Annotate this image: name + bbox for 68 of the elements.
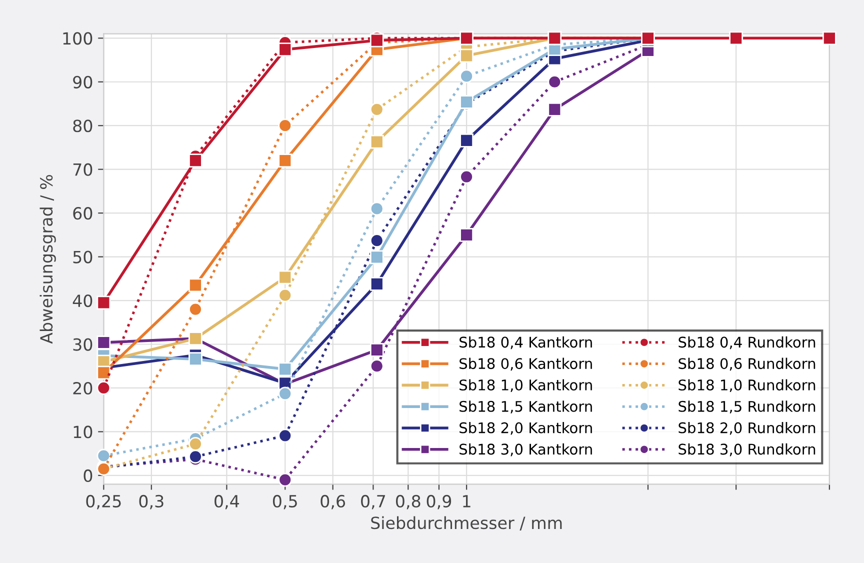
point bbox=[188, 450, 202, 464]
legend-label: Sb18 3,0 Rundkorn bbox=[678, 443, 816, 456]
point bbox=[278, 428, 292, 443]
point bbox=[96, 366, 111, 380]
point bbox=[370, 202, 384, 216]
point bbox=[370, 342, 384, 357]
point bbox=[278, 42, 292, 56]
point bbox=[188, 302, 202, 316]
point bbox=[370, 134, 384, 149]
point bbox=[370, 250, 384, 264]
point bbox=[278, 154, 292, 168]
point bbox=[96, 448, 111, 463]
x-tick-label: 0,4 bbox=[214, 494, 240, 510]
legend-label: Sb18 3,0 Kantkorn bbox=[460, 443, 592, 456]
point bbox=[460, 69, 474, 84]
x-tick-label: 0,7 bbox=[361, 494, 386, 510]
point bbox=[460, 170, 474, 184]
legend-label: Sb18 1,0 Kantkorn bbox=[460, 379, 592, 392]
point bbox=[188, 278, 202, 292]
x-tick-label: 1 bbox=[463, 495, 470, 508]
legend-label: Sb18 0,4 Kantkorn bbox=[460, 336, 592, 350]
point bbox=[370, 276, 384, 291]
point bbox=[188, 154, 202, 168]
point bbox=[278, 472, 292, 487]
point bbox=[460, 48, 474, 63]
point bbox=[278, 288, 292, 302]
point bbox=[278, 386, 292, 401]
y-tick-label: 100 bbox=[63, 32, 92, 45]
legend-label: Sb18 2,0 Rundkorn bbox=[678, 422, 816, 435]
legend-label: Sb18 0,6 Kantkorn bbox=[460, 358, 592, 371]
point bbox=[370, 102, 384, 116]
y-tick-label: 40 bbox=[72, 294, 92, 308]
point bbox=[188, 437, 202, 451]
y-tick-label: 90 bbox=[73, 76, 92, 88]
legend-label: Sb18 2,0 Kantkorn bbox=[460, 422, 592, 435]
x-tick-label: 0,25 bbox=[86, 494, 121, 510]
point bbox=[96, 381, 111, 395]
x-axis-title: Siebdurchmesser / mm bbox=[371, 516, 562, 530]
y-tick-label: 80 bbox=[73, 120, 92, 132]
legend-label: Sb18 1,0 Rundkorn bbox=[678, 379, 816, 392]
legend-label: Sb18 0,4 Rundkorn bbox=[678, 336, 816, 350]
point bbox=[460, 228, 474, 242]
point bbox=[278, 362, 292, 376]
x-tick-label: 0,6 bbox=[320, 494, 346, 510]
point bbox=[96, 336, 111, 350]
point bbox=[278, 270, 292, 284]
legend-label: Sb18 1,5 Rundkorn bbox=[678, 400, 816, 414]
y-axis-title: Abweisungsgrad / % bbox=[40, 174, 56, 344]
x-tick-label: 0,8 bbox=[396, 494, 420, 510]
point bbox=[96, 296, 111, 310]
x-tick-label: 0,3 bbox=[139, 494, 164, 510]
point bbox=[822, 31, 836, 46]
y-tick-label: 30 bbox=[73, 338, 92, 351]
point bbox=[188, 352, 202, 366]
point bbox=[278, 118, 292, 133]
y-tick-label: 70 bbox=[73, 163, 92, 176]
y-tick-label: 20 bbox=[73, 382, 92, 395]
point bbox=[370, 359, 384, 374]
y-tick-label: 0 bbox=[84, 469, 92, 482]
point bbox=[460, 134, 474, 148]
x-tick-label: 0,5 bbox=[272, 494, 297, 510]
legend-label: Sb18 1,5 Kantkorn bbox=[460, 400, 592, 414]
y-tick-label: 50 bbox=[73, 250, 92, 264]
x-tick-label: 0,9 bbox=[426, 494, 452, 510]
y-tick-label: 10 bbox=[74, 426, 92, 438]
point bbox=[370, 234, 384, 248]
y-tick-label: 60 bbox=[73, 207, 92, 220]
legend-label: Sb18 0,6 Rundkorn bbox=[678, 358, 816, 371]
